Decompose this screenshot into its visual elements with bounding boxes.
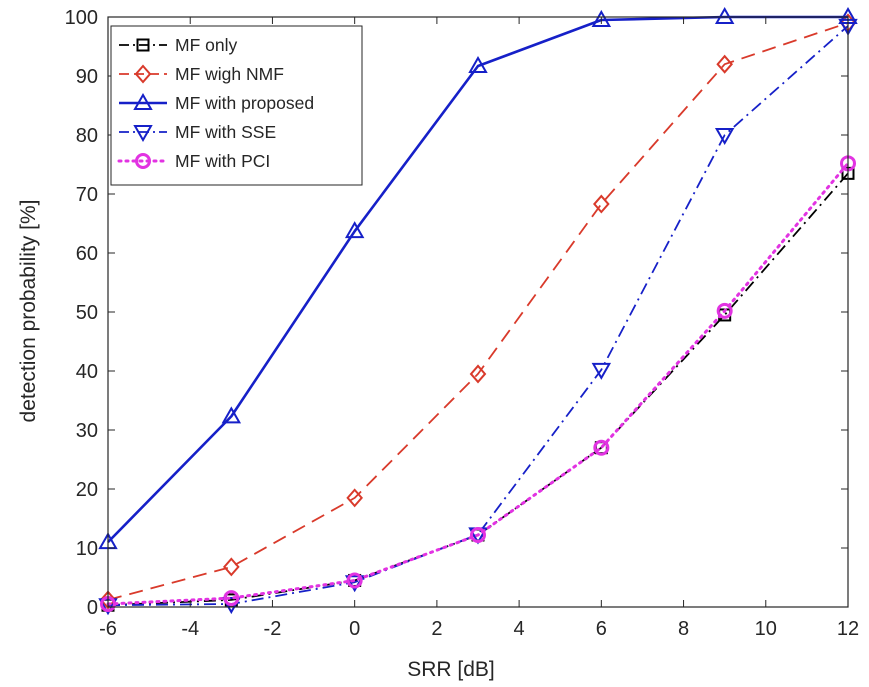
data-point bbox=[221, 406, 242, 424]
data-point bbox=[716, 54, 733, 74]
legend-entry: MF only bbox=[119, 35, 237, 55]
y-tick-label: 40 bbox=[76, 361, 98, 383]
data-point bbox=[346, 572, 363, 589]
axes-layer: -6 -4 -2 0 2 4 6 8 10 12 0 10 20 30 40 50 60 70 80 90 100 bbox=[65, 7, 860, 640]
legend-marker bbox=[134, 64, 152, 84]
data-point bbox=[591, 362, 612, 380]
x-tick-label: 10 bbox=[755, 618, 777, 640]
series-line bbox=[107, 22, 849, 601]
data-point bbox=[469, 364, 487, 384]
x-axis-label: SRR [dB] bbox=[407, 658, 495, 681]
data-point bbox=[344, 575, 365, 593]
data-point bbox=[714, 128, 735, 146]
data-point bbox=[99, 590, 117, 610]
legend-marker bbox=[133, 125, 153, 143]
x-tick-label: 4 bbox=[514, 618, 525, 640]
x-tick-label: 8 bbox=[678, 618, 689, 640]
data-point bbox=[593, 194, 610, 214]
legend-label: MF with SSE bbox=[175, 122, 276, 142]
x-tick-label: 6 bbox=[596, 618, 607, 640]
data-point bbox=[470, 527, 486, 544]
data-point bbox=[714, 6, 735, 24]
x-tick-label: 2 bbox=[431, 618, 442, 640]
series-line bbox=[107, 172, 849, 607]
legend-box bbox=[110, 25, 363, 186]
legend-entry: MF with proposed bbox=[119, 92, 314, 113]
legend: MF only MF wigh NMF MF with proposed MF wit… bbox=[110, 25, 363, 186]
y-tick-label: 80 bbox=[76, 125, 98, 147]
legend-label: MF only bbox=[175, 35, 237, 55]
legend-entry: MF with PCI bbox=[117, 151, 270, 171]
data-point bbox=[223, 590, 240, 607]
x-tick-label: 0 bbox=[349, 618, 360, 640]
y-tick-label: 20 bbox=[76, 479, 98, 501]
data-point bbox=[593, 439, 610, 456]
y-axis-label: detection probability [%] bbox=[17, 200, 40, 423]
x-tick-label: 12 bbox=[837, 618, 859, 640]
y-tick-label: 90 bbox=[76, 66, 98, 88]
x-tick-label: -2 bbox=[264, 618, 282, 640]
x-tick-label: -4 bbox=[181, 618, 199, 640]
y-tick-label: 60 bbox=[76, 243, 98, 265]
data-point bbox=[344, 221, 365, 239]
y-tick-label: 100 bbox=[65, 7, 98, 29]
y-tick-label: 30 bbox=[76, 420, 98, 442]
series-line bbox=[106, 161, 850, 606]
legend-label: MF with proposed bbox=[175, 93, 314, 113]
y-tick-label: 0 bbox=[87, 597, 98, 619]
legend-label: MF wigh NMF bbox=[175, 64, 284, 84]
legend-marker bbox=[133, 92, 153, 110]
data-point bbox=[716, 302, 733, 319]
x-tick-label: -6 bbox=[99, 618, 117, 640]
y-tick-label: 70 bbox=[76, 184, 98, 206]
legend-entry: MF with SSE bbox=[119, 122, 276, 143]
data-point bbox=[223, 557, 240, 577]
data-point bbox=[346, 488, 363, 508]
data-point bbox=[468, 55, 488, 73]
legend-marker bbox=[136, 38, 150, 52]
y-tick-label: 10 bbox=[76, 538, 98, 560]
legend-label: MF with PCI bbox=[175, 151, 270, 171]
data-point bbox=[591, 9, 612, 27]
legend-entry: MF wigh NMF bbox=[119, 64, 284, 84]
legend-marker bbox=[135, 153, 151, 169]
y-tick-label: 50 bbox=[76, 302, 98, 324]
